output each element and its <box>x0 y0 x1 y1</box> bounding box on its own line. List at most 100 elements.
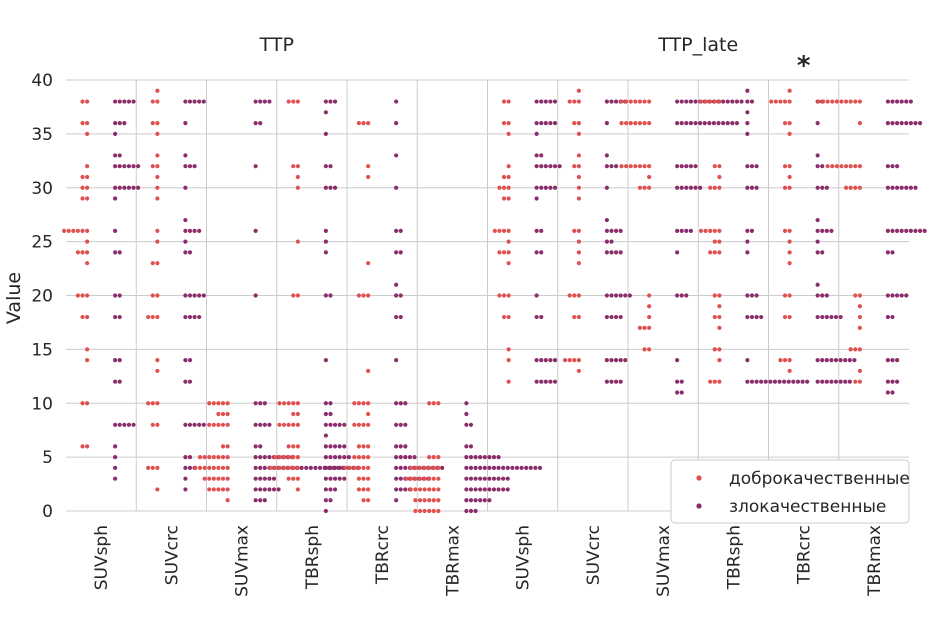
point-malignant <box>604 164 609 169</box>
point-benign <box>216 465 221 470</box>
point-benign <box>501 293 507 298</box>
point-benign <box>366 487 371 492</box>
point-malignant <box>323 487 328 492</box>
point-benign <box>501 196 507 201</box>
point-malignant <box>609 239 614 244</box>
point-malignant <box>113 465 118 470</box>
point-benign <box>857 121 862 126</box>
point-benign <box>853 99 858 104</box>
point-malignant <box>904 185 909 190</box>
x-tick-label: TBRcrc <box>795 525 815 585</box>
point-malignant <box>534 358 539 363</box>
point-malignant <box>548 164 553 169</box>
point-malignant <box>730 99 735 104</box>
point-malignant <box>183 228 188 233</box>
point-malignant <box>908 99 913 104</box>
point-malignant <box>394 455 399 460</box>
point-malignant <box>539 99 544 104</box>
point-benign <box>75 293 81 298</box>
point-malignant <box>604 99 609 104</box>
point-malignant <box>613 99 619 104</box>
point-benign <box>281 422 287 427</box>
point-malignant <box>117 358 122 363</box>
point-benign <box>633 99 638 104</box>
y-tick-label: 20 <box>31 287 53 307</box>
point-malignant <box>613 228 619 233</box>
point-benign <box>431 498 436 503</box>
point-malignant <box>491 465 497 470</box>
point-benign <box>85 99 90 104</box>
point-benign <box>782 99 788 104</box>
point-malignant <box>464 465 469 470</box>
point-benign <box>712 347 717 352</box>
point-benign <box>272 465 277 470</box>
point-benign <box>225 411 230 417</box>
point-malignant <box>323 228 328 233</box>
point-benign <box>857 325 862 330</box>
panel-titles: TTP TTP_late * <box>259 34 811 81</box>
point-malignant <box>847 379 852 384</box>
point-malignant <box>271 487 277 492</box>
point-benign <box>782 121 788 126</box>
point-malignant <box>745 131 750 136</box>
point-benign <box>155 174 160 180</box>
y-tick-label: 35 <box>31 125 53 145</box>
point-malignant <box>468 422 474 427</box>
point-malignant <box>749 99 755 104</box>
point-benign <box>787 164 792 169</box>
point-benign <box>698 99 704 104</box>
point-malignant <box>510 465 515 470</box>
point-malignant <box>394 153 399 158</box>
point-malignant <box>346 455 351 460</box>
point-benign <box>576 185 581 190</box>
point-malignant <box>487 498 492 503</box>
point-benign <box>85 185 90 190</box>
point-malignant <box>754 379 759 384</box>
point-malignant <box>323 455 328 460</box>
point-benign <box>352 422 357 427</box>
point-malignant <box>464 455 469 460</box>
point-benign <box>853 293 858 298</box>
point-malignant <box>684 293 689 298</box>
point-benign <box>146 401 151 406</box>
point-malignant <box>552 358 558 363</box>
point-malignant <box>613 379 619 384</box>
point-benign <box>85 228 90 233</box>
point-malignant <box>534 250 539 255</box>
point-benign <box>295 476 300 481</box>
point-benign <box>787 99 792 104</box>
legend: доброкачественные злокачественные <box>670 459 910 524</box>
point-malignant <box>276 487 281 492</box>
point-benign <box>712 293 717 298</box>
point-malignant <box>197 99 202 104</box>
point-benign <box>356 487 362 492</box>
point-malignant <box>899 121 904 126</box>
point-benign <box>633 121 638 126</box>
point-malignant <box>192 314 197 320</box>
point-benign <box>773 99 778 104</box>
point-malignant <box>323 164 328 169</box>
point-benign <box>637 99 643 104</box>
point-benign <box>787 239 792 244</box>
point-malignant <box>337 422 342 427</box>
point-malignant <box>323 444 328 449</box>
point-malignant <box>820 358 825 363</box>
point-benign <box>712 164 717 169</box>
point-malignant <box>323 110 328 115</box>
point-malignant <box>403 422 408 427</box>
point-benign <box>366 411 371 417</box>
point-benign <box>624 99 629 104</box>
point-malignant <box>745 314 750 320</box>
point-benign <box>647 304 652 309</box>
point-malignant <box>604 121 609 126</box>
point-malignant <box>675 121 680 126</box>
point-benign <box>216 455 221 460</box>
point-malignant <box>337 444 342 449</box>
point-malignant <box>534 228 539 233</box>
point-malignant <box>501 487 506 492</box>
point-benign <box>80 185 85 190</box>
point-malignant <box>126 99 132 104</box>
point-benign <box>506 293 511 298</box>
point-malignant <box>734 99 740 104</box>
point-malignant <box>258 487 263 492</box>
